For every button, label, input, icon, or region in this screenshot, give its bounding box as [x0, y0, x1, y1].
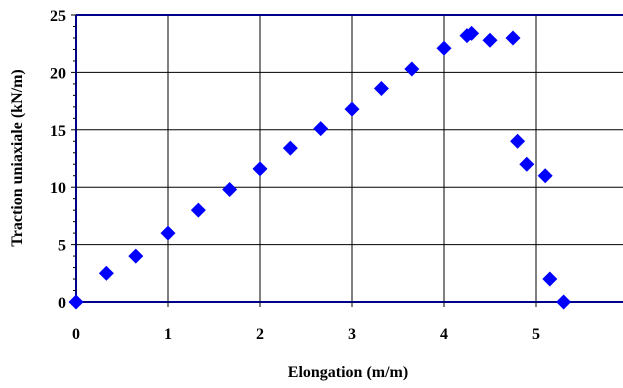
data-point: [344, 101, 360, 117]
y-tick-label: 15: [50, 123, 66, 140]
data-point: [505, 30, 521, 46]
data-points: [68, 25, 572, 310]
x-tick-label: 1: [164, 326, 172, 343]
x-axis-ticks: 0123456: [72, 302, 540, 343]
data-point: [464, 25, 480, 41]
x-tick-label: 3: [348, 326, 356, 343]
data-point: [98, 265, 114, 281]
data-point: [128, 248, 144, 264]
data-point: [222, 181, 238, 197]
data-point: [519, 156, 535, 172]
y-axis-title: Traction uniaxiale (kN/m): [9, 69, 26, 246]
grid-lines: [76, 14, 623, 302]
data-point: [537, 168, 553, 184]
data-point: [252, 161, 268, 177]
x-tick-label: 5: [532, 326, 540, 343]
data-point: [510, 133, 526, 149]
x-tick-label: 4: [440, 326, 448, 343]
x-axis-title: Elongation (m/m): [288, 364, 408, 381]
data-point: [160, 225, 176, 241]
y-tick-label: 10: [50, 180, 66, 197]
data-point: [404, 61, 420, 77]
data-point: [282, 140, 298, 156]
data-point: [436, 40, 452, 56]
y-tick-label: 5: [58, 238, 66, 255]
y-tick-label: 0: [58, 295, 66, 312]
data-point: [373, 80, 389, 96]
y-axis-ticks: 0 5 10 15 20 25: [50, 8, 76, 312]
data-point: [556, 294, 572, 310]
data-point: [68, 294, 84, 310]
x-tick-label: 2: [256, 326, 264, 343]
data-point: [482, 32, 498, 48]
data-point: [190, 202, 206, 218]
plot-frame: [75, 14, 623, 303]
y-tick-label: 25: [50, 8, 66, 25]
y-tick-label: 20: [50, 65, 66, 82]
x-tick-label: 0: [72, 326, 80, 343]
data-point: [542, 271, 558, 287]
data-point: [313, 121, 329, 137]
